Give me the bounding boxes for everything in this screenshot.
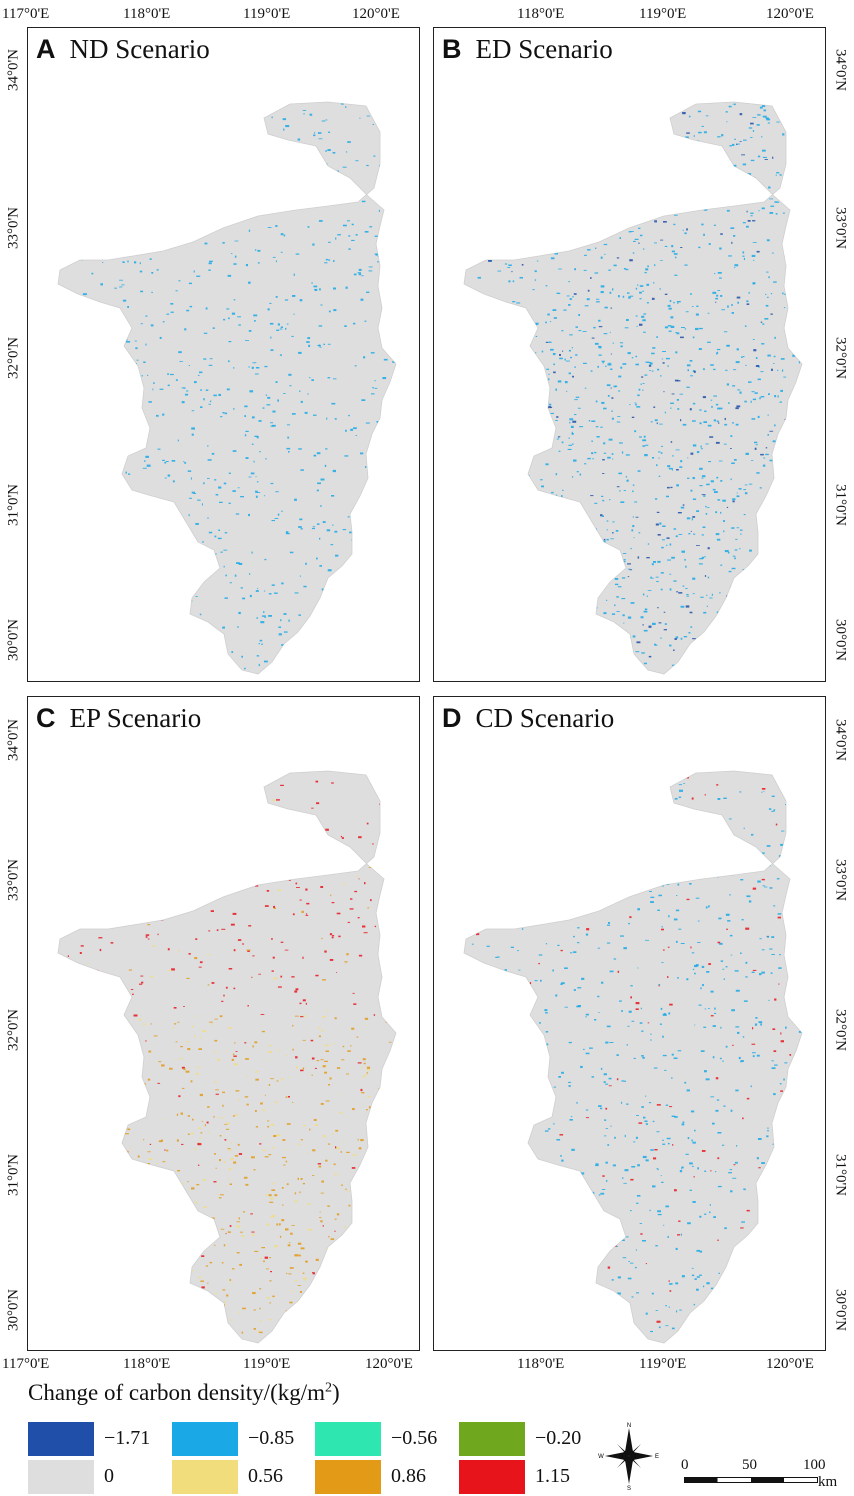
lat-tick-left-34: 34°0'N [5,48,22,92]
legend-swatch-086 [315,1460,381,1494]
lat-tick-right-31b: 31°0'N [832,1153,849,1197]
panel-title-d: D CD Scenario [442,703,615,733]
legend-label-neg171: −1.71 [104,1427,151,1449]
legend-label-neg056: −0.56 [391,1427,438,1449]
region-shape [463,770,803,1344]
map-panel-b: B ED Scenario [433,27,826,682]
legend-swatch-neg085 [172,1422,238,1456]
lon-tick-bottom-120: 120°0'E [365,1356,413,1372]
lat-tick-right-32: 32°0'N [832,336,849,380]
lon-tick-top-120: 120°0'E [352,6,400,22]
legend-swatch-neg056 [315,1422,381,1456]
south-label: S [627,1486,631,1490]
scale-label-0: 0 [681,1457,689,1473]
lat-tick-right-33: 33°0'N [832,206,849,250]
lat-tick-right-33b: 33°0'N [832,858,849,902]
lon-tick-bottom-120b: 120°0'E [766,1356,814,1372]
legend-label-zero: 0 [104,1465,114,1487]
legend-label-056: 0.56 [248,1465,283,1487]
lat-tick-right-31: 31°0'N [832,483,849,527]
region-map-c [57,770,397,1344]
lat-tick-left-34b: 34°0'N [5,718,22,762]
lon-tick-bottom-117: 117°0'E [2,1356,50,1372]
lon-tick-top-118: 118°0'E [123,6,171,22]
map-panel-c: C EP Scenario [27,696,420,1351]
east-label: E [655,1454,659,1460]
lat-tick-right-32b: 32°0'N [832,1008,849,1052]
region-shape [463,101,803,675]
lat-tick-left-32: 32°0'N [5,336,22,380]
panel-title-c: C EP Scenario [36,703,202,733]
lat-tick-left-33: 33°0'N [5,206,22,250]
panel-title-a: A ND Scenario [36,34,210,64]
region-shape [57,770,397,1344]
panel-title-b: B ED Scenario [442,34,613,64]
west-label: W [598,1454,604,1460]
legend-swatch-zero [28,1460,94,1494]
legend-label-neg020: −0.20 [535,1427,582,1449]
lon-tick-top-118b: 118°0'E [517,6,565,22]
lat-tick-left-31b: 31°0'N [5,1153,22,1197]
lat-tick-right-34: 34°0'N [832,48,849,92]
legend-swatch-056 [172,1460,238,1494]
lat-tick-left-30: 30°0'N [5,618,22,662]
region-map-d [463,770,803,1344]
legend-label-115: 1.15 [535,1465,570,1487]
lat-tick-left-33b: 33°0'N [5,858,22,902]
lon-tick-top-119b: 119°0'E [639,6,687,22]
lat-tick-right-30: 30°0'N [832,618,849,662]
legend-swatch-neg020 [459,1422,525,1456]
lon-tick-bottom-119: 119°0'E [243,1356,291,1372]
lat-tick-right-34b: 34°0'N [832,718,849,762]
map-panel-a: A ND Scenario [27,27,420,682]
scale-label-50: 50 [742,1457,757,1473]
legend-label-086: 0.86 [391,1465,426,1487]
legend-swatch-115 [459,1460,525,1494]
north-label: N [627,1423,631,1429]
lat-tick-left-32b: 32°0'N [5,1008,22,1052]
lon-tick-top-119: 119°0'E [243,6,291,22]
lon-tick-top-120b: 120°0'E [766,6,814,22]
lon-tick-bottom-118: 118°0'E [123,1356,171,1372]
region-map-b [463,101,803,675]
lon-tick-bottom-118b: 118°0'E [517,1356,565,1372]
north-arrow-icon: N S E W [598,1423,659,1490]
scale-unit: km [818,1474,838,1490]
map-panel-d: D CD Scenario [433,696,826,1351]
region-shape [57,101,397,675]
legend-swatch-neg171 [28,1422,94,1456]
legend-label-neg085: −0.85 [248,1427,295,1449]
lat-tick-left-30b: 30°0'N [5,1288,22,1332]
scale-label-100: 100 [803,1457,826,1473]
legend-title: Change of carbon density/(kg/m2) [28,1380,340,1405]
region-map-a [57,101,397,675]
lon-tick-bottom-119b: 119°0'E [639,1356,687,1372]
lat-tick-right-30b: 30°0'N [832,1288,849,1332]
lon-tick-top-117: 117°0'E [2,6,50,22]
scale-bar [684,1477,818,1483]
lat-tick-left-31: 31°0'N [5,483,22,527]
